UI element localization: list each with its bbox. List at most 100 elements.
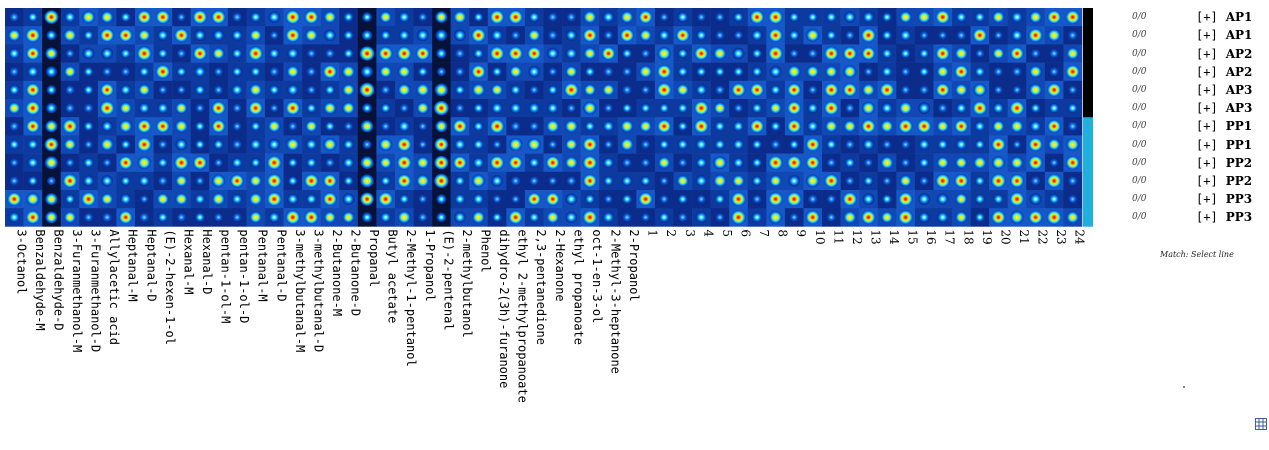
sample-row-label[interactable]: [+] PP3 bbox=[1196, 193, 1252, 205]
heatmap-cell bbox=[23, 190, 43, 209]
sample-row-label[interactable]: [+] PP1 bbox=[1196, 120, 1252, 132]
heatmap-cell bbox=[190, 171, 210, 191]
heatmap-cell bbox=[1026, 62, 1046, 82]
heatmap-cell bbox=[190, 117, 210, 136]
heatmap-cell bbox=[896, 26, 916, 45]
heatmap-cell bbox=[914, 171, 934, 191]
expand-row-button[interactable]: [+] bbox=[1196, 119, 1218, 134]
heatmap-cell bbox=[766, 153, 786, 173]
heatmap-cell bbox=[264, 208, 284, 227]
heatmap-cell bbox=[859, 153, 879, 173]
heatmap-cell bbox=[357, 62, 377, 82]
heatmap-cell bbox=[1063, 190, 1083, 209]
sample-row-label[interactable]: [+] AP2 bbox=[1196, 48, 1252, 60]
column-label: ethyl 2-methylpropanoate bbox=[516, 229, 530, 402]
expand-row-button[interactable]: [+] bbox=[1196, 82, 1218, 97]
column-label: 23 bbox=[1054, 229, 1068, 244]
heatmap-cell bbox=[617, 26, 637, 45]
sample-row-label[interactable]: [+] AP3 bbox=[1196, 84, 1252, 96]
heatmap-cell bbox=[506, 99, 526, 118]
heatmap-cell bbox=[822, 190, 841, 209]
row-ratio: 0/0 bbox=[1132, 12, 1147, 23]
heatmap-cell bbox=[134, 80, 154, 100]
column-label: 3-methylbutanal-D bbox=[311, 229, 325, 352]
heatmap-cell bbox=[914, 8, 934, 27]
heatmap-cell bbox=[933, 208, 953, 227]
heatmap-cell bbox=[989, 99, 1009, 118]
expand-row-button[interactable]: [+] bbox=[1196, 101, 1218, 116]
grid-table-icon[interactable] bbox=[1255, 418, 1267, 430]
row-ratio: 0/0 bbox=[1132, 139, 1147, 150]
heatmap-cell bbox=[877, 62, 897, 82]
heatmap-cell bbox=[283, 62, 303, 82]
heatmap-cell bbox=[784, 135, 804, 154]
sample-name: PP2 bbox=[1225, 173, 1253, 188]
heatmap-cell bbox=[840, 135, 860, 154]
heatmap-cell bbox=[617, 190, 637, 209]
heatmap-cell bbox=[729, 190, 749, 209]
expand-row-button[interactable]: [+] bbox=[1196, 28, 1218, 43]
heatmap-cell bbox=[320, 26, 340, 45]
heatmap-cell bbox=[413, 26, 433, 45]
expand-row-button[interactable]: [+] bbox=[1196, 173, 1218, 188]
heatmap-cell bbox=[989, 8, 1009, 27]
expand-row-button[interactable]: [+] bbox=[1196, 137, 1218, 152]
expand-row-button[interactable]: [+] bbox=[1196, 46, 1218, 61]
heatmap-cell bbox=[989, 171, 1009, 191]
heatmap-cell bbox=[784, 80, 804, 100]
heatmap-cell bbox=[469, 80, 489, 100]
heatmap-cell bbox=[23, 26, 43, 45]
expand-row-button[interactable]: [+] bbox=[1196, 210, 1218, 225]
heatmap-cell bbox=[859, 26, 879, 45]
sample-row-label[interactable]: [+] PP1 bbox=[1196, 139, 1252, 151]
sample-row-label[interactable]: [+] PP3 bbox=[1196, 211, 1252, 223]
heatmap-cell bbox=[302, 62, 321, 82]
heatmap-cell bbox=[859, 80, 879, 100]
heatmap-cell bbox=[822, 153, 841, 173]
heatmap-cell bbox=[153, 135, 173, 154]
heatmap-cell bbox=[376, 208, 396, 227]
heatmap-cell bbox=[227, 99, 247, 118]
heatmap-cell bbox=[357, 99, 377, 118]
column-label: 6 bbox=[738, 229, 752, 237]
sample-row-label[interactable]: [+] AP2 bbox=[1196, 66, 1252, 78]
heatmap-cell bbox=[42, 8, 62, 27]
heatmap-cell bbox=[803, 135, 823, 154]
heatmap-cell bbox=[209, 8, 229, 27]
heatmap-cell bbox=[116, 135, 136, 154]
heatmap-cell bbox=[134, 135, 154, 154]
heatmap-cell bbox=[450, 8, 470, 27]
heatmap-cell bbox=[97, 8, 117, 27]
heatmap-cell bbox=[190, 62, 210, 82]
heatmap-cell bbox=[970, 26, 990, 45]
expand-row-button[interactable]: [+] bbox=[1196, 64, 1218, 79]
heatmap-cell bbox=[246, 153, 266, 173]
heatmap-cell bbox=[79, 26, 99, 45]
column-label: 20 bbox=[998, 229, 1012, 244]
sample-row-label[interactable]: [+] AP1 bbox=[1196, 29, 1252, 41]
sample-row-label[interactable]: [+] AP3 bbox=[1196, 102, 1252, 114]
heatmap-cell bbox=[952, 26, 971, 45]
sample-row-label[interactable]: [+] AP1 bbox=[1196, 11, 1252, 23]
heatmap-cell bbox=[617, 62, 637, 82]
heatmap-cell bbox=[97, 153, 117, 173]
heatmap-cell bbox=[227, 135, 247, 154]
heatmap-cell bbox=[580, 80, 600, 100]
heatmap-cell bbox=[42, 135, 62, 154]
expand-row-button[interactable]: [+] bbox=[1196, 155, 1218, 170]
heatmap-cell bbox=[562, 80, 581, 100]
sample-row-label[interactable]: [+] PP2 bbox=[1196, 175, 1252, 187]
column-label: Propanal bbox=[367, 229, 381, 287]
heatmap-cell bbox=[654, 171, 674, 191]
expand-row-button[interactable]: [+] bbox=[1196, 192, 1218, 207]
heatmap-cell bbox=[209, 117, 229, 136]
heatmap-cell bbox=[822, 26, 841, 45]
heatmap-cell bbox=[97, 26, 117, 45]
heatmap-cell bbox=[747, 135, 767, 154]
sample-name: PP3 bbox=[1225, 192, 1253, 207]
heatmap-cell bbox=[766, 26, 786, 45]
expand-row-button[interactable]: [+] bbox=[1196, 10, 1218, 25]
heatmap-cell bbox=[283, 44, 303, 63]
sample-row-label[interactable]: [+] PP2 bbox=[1196, 157, 1252, 169]
heatmap-cell bbox=[914, 135, 934, 154]
